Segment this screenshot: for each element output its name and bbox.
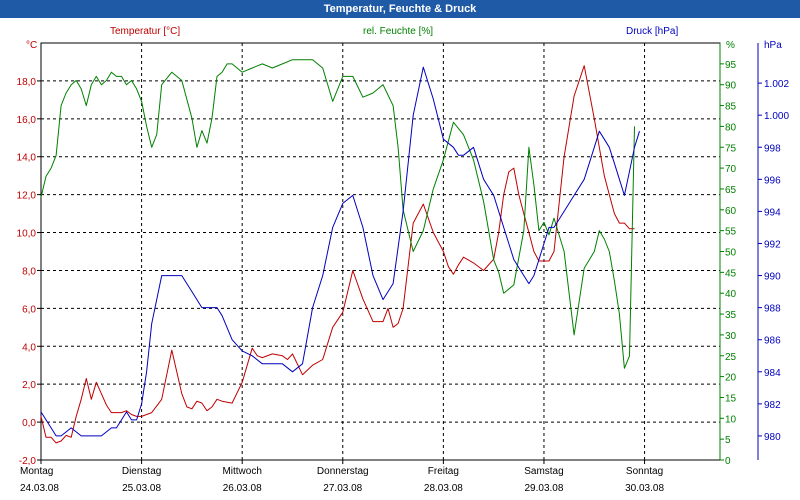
temperature-tick-label: -2,0 — [19, 456, 37, 467]
temperature-series-line — [40, 65, 635, 444]
humidity-tick-label: 85 — [725, 102, 737, 113]
humidity-tick-label: 35 — [725, 310, 737, 321]
humidity-tick-label: 60 — [725, 206, 737, 217]
humidity-tick-label: 40 — [725, 289, 737, 300]
humidity-axis-label: rel. Feuchte [%] — [363, 26, 433, 37]
humidity-tick-label: 10 — [725, 414, 737, 425]
humidity-tick-label: 50 — [725, 248, 737, 259]
humidity-tick-label: 25 — [725, 352, 737, 363]
pressure-tick-label: 1.002 — [764, 79, 789, 90]
humidity-tick-label: 5 — [725, 435, 731, 446]
pressure-unit-label: hPa — [764, 40, 782, 51]
day-date-label: 28.03.08 — [424, 483, 463, 494]
humidity-tick-label: 0 — [725, 456, 731, 467]
chart-title: Temperatur, Feuchte & Druck — [323, 3, 477, 15]
humidity-tick-label: 15 — [725, 393, 737, 404]
pressure-tick-label: 986 — [764, 336, 781, 347]
chart-area: -2,0 0,0 2,0 4,0 6,0 8,0 10,0 12,0 14,0 16,0 18,0 0… — [17, 26, 790, 494]
day-date-label: 29.03.08 — [524, 483, 563, 494]
pressure-tick-label: 980 — [764, 432, 781, 443]
day-labels: Montag 24.03.08 Dienstag 25.03.08 Mittwoch 26… — [20, 466, 664, 494]
day-date-label: 30.03.08 — [625, 483, 664, 494]
day-name-label: Sonntag — [626, 466, 663, 477]
humidity-tick-label: 45 — [725, 268, 737, 279]
humidity-tick-label: 80 — [725, 122, 737, 133]
axis-labels: Temperatur [°C] rel. Feuchte [%] Druck [… — [26, 26, 782, 51]
temperature-tick-label: 8,0 — [22, 266, 36, 277]
chart-title-bar: Temperatur, Feuchte & Druck — [0, 0, 800, 18]
pressure-series-line — [40, 66, 640, 437]
day-name-label: Samstag — [524, 466, 563, 477]
tick-labels: -2,0 0,0 2,0 4,0 6,0 8,0 10,0 12,0 14,0 16,0 18,0 0… — [17, 60, 790, 467]
temperature-unit-label: °C — [26, 40, 37, 51]
day-date-label: 26.03.08 — [223, 483, 262, 494]
humidity-tick-label: 95 — [725, 60, 737, 71]
humidity-unit-label: % — [726, 40, 735, 51]
day-name-label: Dienstag — [122, 466, 161, 477]
pressure-tick-label: 984 — [764, 368, 781, 379]
day-name-label: Freitag — [428, 466, 459, 477]
series-lines — [40, 59, 640, 444]
day-name-label: Mittwoch — [222, 466, 261, 477]
day-name-label: Montag — [20, 466, 53, 477]
pressure-tick-label: 982 — [764, 400, 781, 411]
pressure-tick-label: 998 — [764, 143, 781, 154]
pressure-tick-label: 992 — [764, 239, 781, 250]
temperature-axis-label: Temperatur [°C] — [110, 26, 180, 37]
pressure-tick-label: 1.000 — [764, 111, 789, 122]
day-date-label: 27.03.08 — [323, 483, 362, 494]
humidity-tick-label: 70 — [725, 164, 737, 175]
temperature-tick-label: 6,0 — [22, 304, 36, 315]
pressure-tick-label: 996 — [764, 175, 781, 186]
day-name-label: Donnerstag — [317, 466, 369, 477]
humidity-tick-label: 75 — [725, 143, 737, 154]
temperature-tick-label: 2,0 — [22, 380, 36, 391]
day-date-label: 24.03.08 — [20, 483, 59, 494]
temperature-tick-label: 0,0 — [22, 418, 36, 429]
humidity-tick-label: 65 — [725, 185, 737, 196]
temperature-tick-label: 18,0 — [17, 77, 37, 88]
pressure-axis-label: Druck [hPa] — [626, 26, 678, 37]
humidity-tick-label: 20 — [725, 373, 737, 384]
day-date-label: 25.03.08 — [122, 483, 161, 494]
humidity-tick-label: 30 — [725, 331, 737, 342]
temperature-tick-label: 16,0 — [17, 115, 37, 126]
pressure-tick-label: 990 — [764, 272, 781, 283]
temperature-tick-label: 10,0 — [17, 229, 37, 240]
temperature-tick-label: 14,0 — [17, 153, 37, 164]
pressure-tick-label: 988 — [764, 304, 781, 315]
humidity-tick-label: 55 — [725, 227, 737, 238]
temperature-tick-label: 4,0 — [22, 342, 36, 353]
temperature-tick-label: 12,0 — [17, 191, 37, 202]
pressure-tick-label: 994 — [764, 207, 781, 218]
axes — [37, 42, 762, 464]
humidity-series-line — [40, 59, 635, 369]
humidity-tick-label: 90 — [725, 81, 737, 92]
